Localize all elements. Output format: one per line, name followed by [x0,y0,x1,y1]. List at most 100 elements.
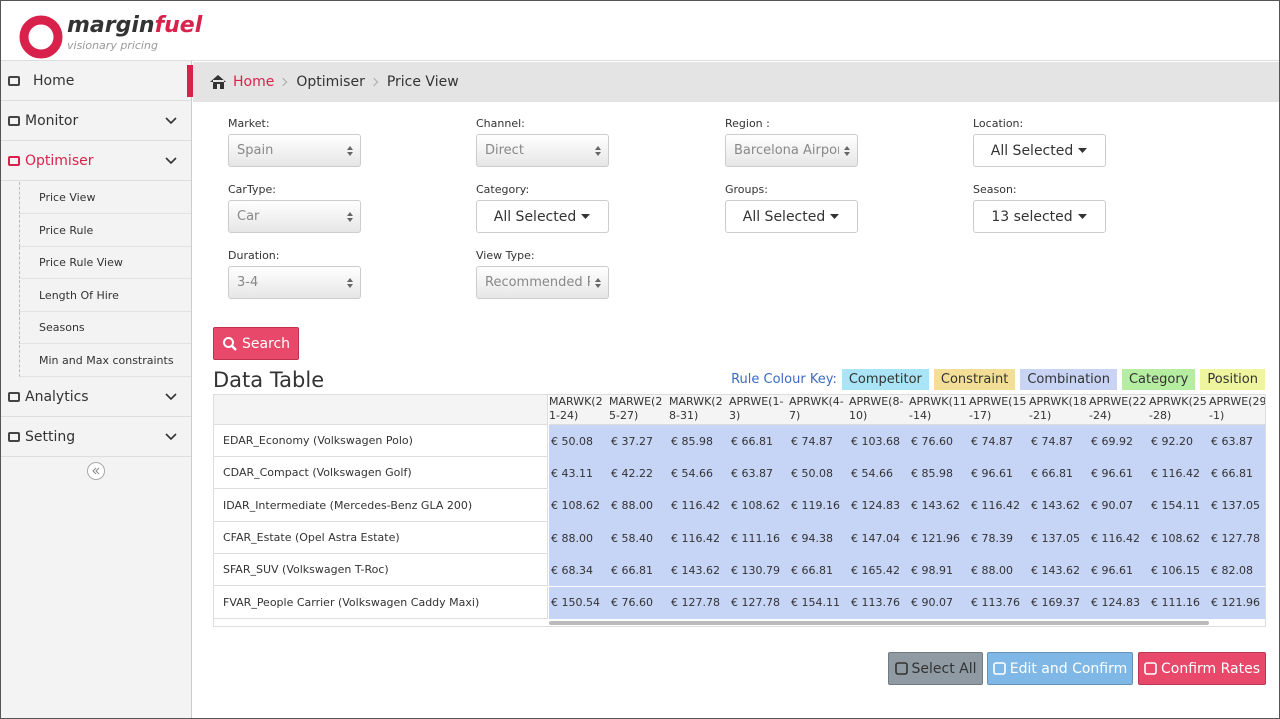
nav-item[interactable]: Optimiser [1,141,191,181]
price-cell[interactable]: € 106.15 [1149,554,1209,586]
price-cell[interactable]: € 127.78 [669,587,729,619]
price-cell[interactable]: € 68.34 [549,554,609,586]
price-cell[interactable]: € 66.81 [789,554,849,586]
price-cell[interactable]: € 165.42 [849,554,909,586]
sub-item[interactable]: Price Rule [19,215,191,247]
price-cell[interactable]: € 54.66 [849,457,909,489]
price-cell[interactable]: € 143.62 [669,554,729,586]
filter-control[interactable]: All Selected [476,200,609,233]
collapse-button[interactable] [87,462,105,480]
price-cell[interactable]: € 127.78 [729,587,789,619]
price-cell[interactable]: € 143.62 [1029,490,1089,522]
price-cell[interactable]: € 143.62 [909,490,969,522]
sub-item[interactable]: Seasons [19,312,191,344]
price-cell[interactable]: € 74.87 [1029,425,1089,457]
price-cell[interactable]: € 78.39 [969,522,1029,554]
price-cell[interactable]: € 103.68 [849,425,909,457]
price-cell[interactable]: € 137.05 [1209,490,1266,522]
nav-item[interactable]: Analytics [1,377,191,417]
price-cell[interactable]: € 43.11 [549,457,609,489]
filter-control[interactable]: 3-4 [228,266,361,299]
price-cell[interactable]: € 96.61 [1089,457,1149,489]
nav-item[interactable]: Home [1,61,191,101]
filter-control[interactable]: Recommended Ra [476,266,609,299]
price-cell[interactable]: € 90.07 [909,587,969,619]
price-cell[interactable]: € 111.16 [1149,587,1209,619]
action-button[interactable]: Confirm Rates [1138,652,1266,685]
price-cell[interactable]: € 63.87 [1209,425,1266,457]
price-cell[interactable]: € 108.62 [729,490,789,522]
sub-item[interactable]: Price View [19,182,191,214]
price-cell[interactable]: € 113.76 [849,587,909,619]
price-cell[interactable]: € 124.83 [849,490,909,522]
nav-item[interactable]: Monitor [1,101,191,141]
price-cell[interactable]: € 50.08 [549,425,609,457]
price-cell[interactable]: € 108.62 [1149,522,1209,554]
price-cell[interactable]: € 98.91 [909,554,969,586]
price-cell[interactable]: € 147.04 [849,522,909,554]
price-cell[interactable]: € 124.83 [1089,587,1149,619]
price-cell[interactable]: € 121.96 [1209,587,1266,619]
price-cell[interactable]: € 116.42 [1089,522,1149,554]
price-cell[interactable]: € 66.81 [729,425,789,457]
price-cell[interactable]: € 66.81 [609,554,669,586]
price-cell[interactable]: € 121.96 [909,522,969,554]
price-cell[interactable]: € 154.11 [789,587,849,619]
price-cell[interactable]: € 116.42 [669,490,729,522]
price-cell[interactable]: € 116.42 [669,522,729,554]
price-cell[interactable]: € 116.42 [969,490,1029,522]
filter-control[interactable]: All Selected [725,200,858,233]
filter-control[interactable]: Direct [476,134,609,167]
price-cell[interactable]: € 119.16 [789,490,849,522]
price-cell[interactable]: € 82.08 [1209,554,1266,586]
price-cell[interactable]: € 96.61 [1089,554,1149,586]
price-cell[interactable]: € 150.54 [549,587,609,619]
filter-control[interactable]: Barcelona Airport [725,134,858,167]
sub-item[interactable]: Min and Max constraints [19,345,191,377]
sub-item[interactable]: Price Rule View [19,247,191,279]
filter-control[interactable]: All Selected [973,134,1106,167]
price-cell[interactable]: € 113.76 [969,587,1029,619]
price-cell[interactable]: € 90.07 [1089,490,1149,522]
price-cell[interactable]: € 111.16 [729,522,789,554]
price-cell[interactable]: € 108.62 [549,490,609,522]
price-cell[interactable]: € 74.87 [789,425,849,457]
price-cell[interactable]: € 85.98 [909,457,969,489]
price-cell[interactable]: € 127.78 [1209,522,1266,554]
price-cell[interactable]: € 96.61 [969,457,1029,489]
price-cell[interactable]: € 130.79 [729,554,789,586]
price-cell[interactable]: € 94.38 [789,522,849,554]
price-cell[interactable]: € 54.66 [669,457,729,489]
price-cell[interactable]: € 143.62 [1029,554,1089,586]
filter-control[interactable]: 13 selected [973,200,1106,233]
price-cell[interactable]: € 116.42 [1149,457,1209,489]
price-cell[interactable]: € 37.27 [609,425,669,457]
price-cell[interactable]: € 66.81 [1209,457,1266,489]
sub-item[interactable]: Length Of Hire [19,280,191,312]
crumb[interactable]: Home [233,74,274,90]
filter-control[interactable]: Spain [228,134,361,167]
price-cell[interactable]: € 76.60 [909,425,969,457]
price-cell[interactable]: € 50.08 [789,457,849,489]
price-cell[interactable]: € 88.00 [549,522,609,554]
price-cell[interactable]: € 88.00 [609,490,669,522]
nav-item[interactable]: Setting [1,417,191,457]
price-cell[interactable]: € 169.37 [1029,587,1089,619]
price-cell[interactable]: € 76.60 [609,587,669,619]
price-cell[interactable]: € 74.87 [969,425,1029,457]
price-cell[interactable]: € 137.05 [1029,522,1089,554]
action-button[interactable]: Select All [888,652,983,685]
price-cell[interactable]: € 154.11 [1149,490,1209,522]
price-cell[interactable]: € 85.98 [669,425,729,457]
price-cell[interactable]: € 63.87 [729,457,789,489]
price-cell[interactable]: € 58.40 [609,522,669,554]
search-button[interactable]: Search [213,327,299,360]
action-button[interactable]: Edit and Confirm [987,652,1133,685]
price-cell[interactable]: € 66.81 [1029,457,1089,489]
price-cell[interactable]: € 88.00 [969,554,1029,586]
filter-control[interactable]: Car [228,200,361,233]
price-cell[interactable]: € 42.22 [609,457,669,489]
price-cell[interactable]: € 92.20 [1149,425,1209,457]
crumb[interactable]: Optimiser [296,74,364,90]
price-cell[interactable]: € 69.92 [1089,425,1149,457]
